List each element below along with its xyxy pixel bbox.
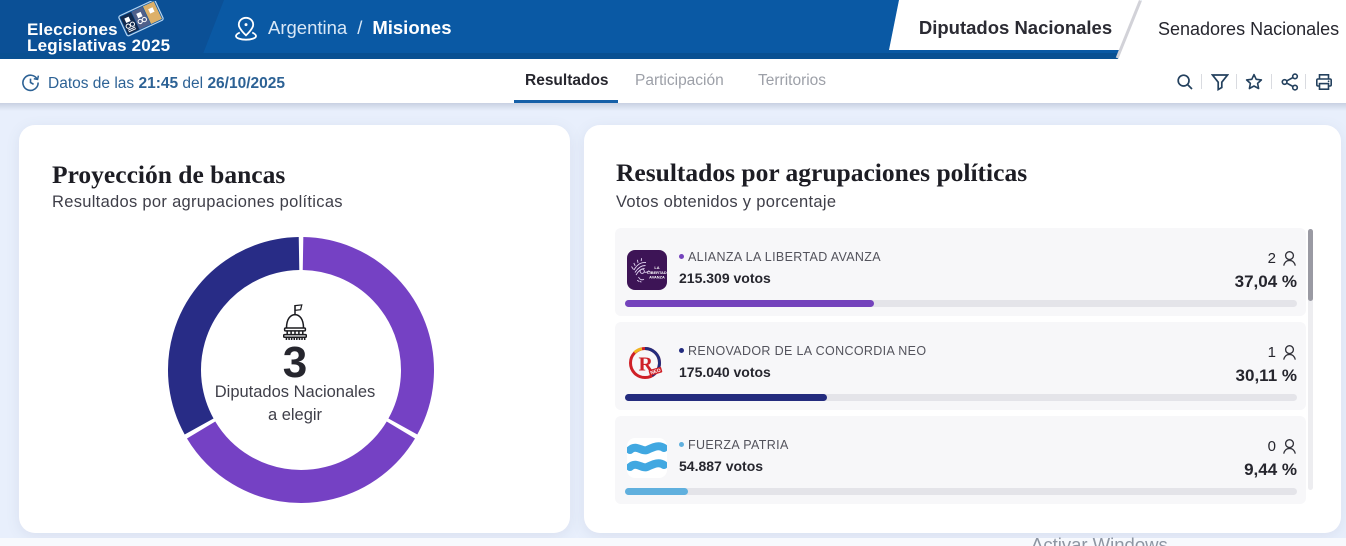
svg-text:AVANZA: AVANZA [649, 275, 665, 280]
svg-text:LA: LA [654, 265, 659, 270]
svg-text:NEO: NEO [650, 368, 662, 377]
svg-text:LIBERTAD: LIBERTAD [647, 270, 667, 275]
